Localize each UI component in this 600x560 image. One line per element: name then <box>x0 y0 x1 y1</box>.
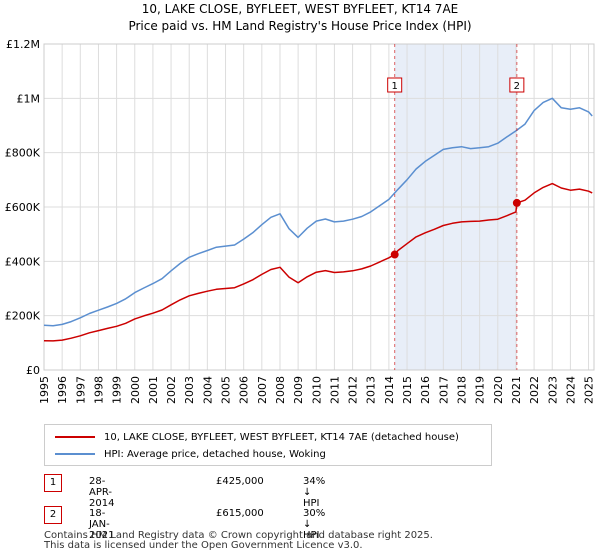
y-tick-label: £400K <box>5 255 41 268</box>
sale-point <box>512 198 521 207</box>
x-tick-label: 2000 <box>129 376 142 404</box>
legend-label-property: 10, LAKE CLOSE, BYFLEET, WEST BYFLEET, K… <box>104 431 459 443</box>
x-tick-label: 2022 <box>528 376 541 404</box>
legend-swatch-hpi <box>55 453 95 455</box>
footer-copyright: Contains HM Land Registry data © Crown c… <box>44 530 433 541</box>
x-tick-label: 2009 <box>292 376 305 404</box>
plot-frame <box>43 43 595 371</box>
transaction-hpi-diff: 34% ↓ HPI <box>303 476 326 509</box>
chart-title: 10, LAKE CLOSE, BYFLEET, WEST BYFLEET, K… <box>141 2 459 16</box>
y-tick-label: £1M <box>17 92 41 105</box>
legend-label-hpi: HPI: Average price, detached house, Woki… <box>104 448 326 460</box>
sale-point <box>390 250 399 259</box>
sale-marker-box <box>387 77 403 93</box>
sale-marker-label: 1 <box>392 81 398 92</box>
y-tick-label: £600K <box>5 201 41 214</box>
y-tick-label: £200K <box>5 310 41 323</box>
y-tick-label: £1.2M <box>6 38 40 51</box>
x-tick-label: 2025 <box>583 376 596 404</box>
sale-marker-box <box>509 77 525 93</box>
y-tick-label: £0 <box>26 364 40 377</box>
sale-marker-label: 2 <box>514 81 520 92</box>
transaction-date: 18-JAN-2021 <box>89 508 115 541</box>
x-tick-label: 2001 <box>147 376 160 404</box>
transaction-number-badge: 1 <box>44 474 62 492</box>
x-tick-label: 2010 <box>310 376 323 404</box>
x-tick-label: 2003 <box>183 376 196 404</box>
x-tick-label: 2002 <box>165 376 178 404</box>
property-series-line <box>43 182 593 342</box>
x-tick-label: 2006 <box>238 376 251 404</box>
transaction-number-badge: 2 <box>44 506 62 524</box>
x-tick-label: 2016 <box>419 376 432 404</box>
legend-item-property: 10, LAKE CLOSE, BYFLEET, WEST BYFLEET, K… <box>55 430 459 444</box>
x-tick-label: 2013 <box>365 376 378 404</box>
legend-item-hpi: HPI: Average price, detached house, Woki… <box>55 447 326 461</box>
footer-licence: This data is licensed under the Open Gov… <box>44 540 363 551</box>
chart-legend: 10, LAKE CLOSE, BYFLEET, WEST BYFLEET, K… <box>44 424 492 466</box>
x-tick-label: 1999 <box>111 376 124 404</box>
x-tick-label: 2019 <box>474 376 487 404</box>
x-tick-label: 2005 <box>220 376 233 404</box>
x-tick-label: 1995 <box>38 376 51 404</box>
x-tick-label: 2004 <box>201 376 214 404</box>
transaction-price: £615,000 <box>216 508 264 519</box>
x-tick-label: 2014 <box>383 376 396 404</box>
legend-swatch-property <box>55 436 95 438</box>
x-tick-label: 2007 <box>256 376 269 404</box>
x-tick-label: 2012 <box>347 376 360 404</box>
x-tick-label: 1996 <box>56 376 69 404</box>
y-tick-label: £800K <box>5 147 41 160</box>
x-tick-label: 2021 <box>510 376 523 404</box>
chart-subtitle: Price paid vs. HM Land Registry's House … <box>128 19 472 33</box>
transaction-date: 28-APR-2014 <box>89 476 115 509</box>
x-tick-label: 1998 <box>92 376 105 404</box>
transaction-price: £425,000 <box>216 476 264 487</box>
x-tick-label: 2015 <box>401 376 414 404</box>
transaction-hpi-diff: 30% ↓ HPI <box>303 508 326 541</box>
x-tick-label: 1997 <box>74 376 87 404</box>
x-tick-label: 2024 <box>564 376 577 404</box>
x-tick-label: 2023 <box>546 376 559 404</box>
x-tick-label: 2020 <box>492 376 505 404</box>
hpi-series-line <box>43 97 593 327</box>
x-tick-label: 2008 <box>274 376 287 404</box>
x-tick-label: 2011 <box>328 376 341 404</box>
price-chart: £0 £200K £400K £600K £800K £1M £1.2M 1995 1996 19… <box>5 38 596 404</box>
x-tick-label: 2017 <box>437 376 450 404</box>
x-tick-label: 2018 <box>455 376 468 404</box>
